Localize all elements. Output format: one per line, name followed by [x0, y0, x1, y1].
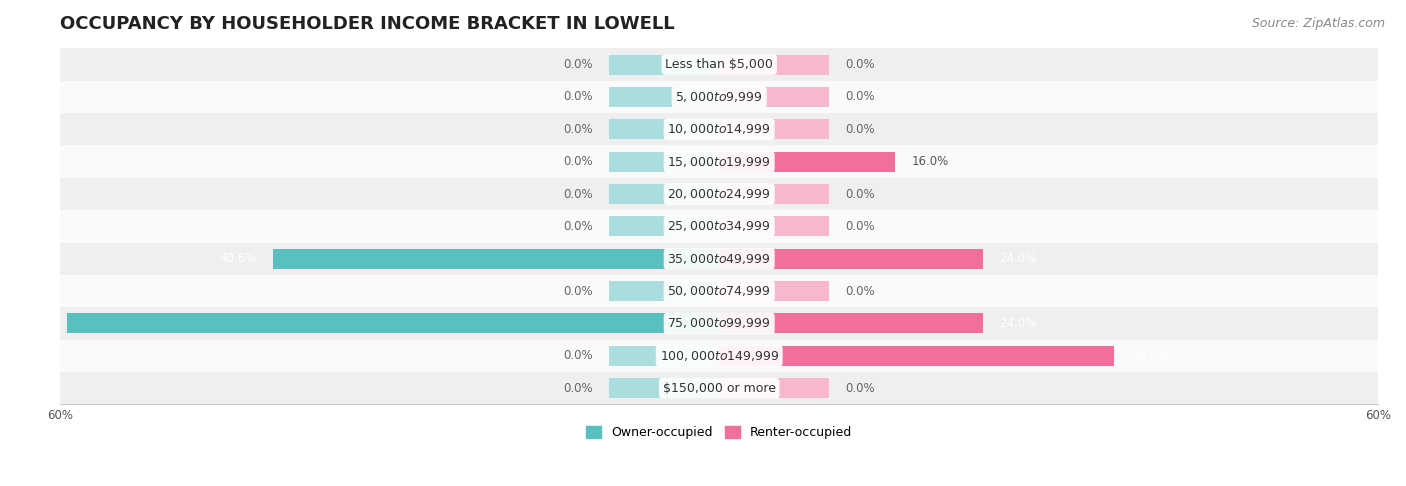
- Bar: [60, 49, 1378, 81]
- Bar: [609, 184, 720, 204]
- Bar: [60, 275, 1378, 307]
- Text: $10,000 to $14,999: $10,000 to $14,999: [668, 122, 770, 136]
- Bar: [720, 152, 894, 172]
- Text: $100,000 to $149,999: $100,000 to $149,999: [659, 349, 779, 363]
- Text: 36.0%: 36.0%: [1130, 349, 1168, 362]
- Bar: [609, 87, 720, 107]
- Bar: [720, 87, 830, 107]
- Bar: [609, 216, 720, 236]
- Text: 59.4%: 59.4%: [13, 317, 51, 330]
- Bar: [60, 372, 1378, 404]
- Bar: [609, 378, 720, 398]
- Bar: [609, 152, 720, 172]
- Bar: [60, 243, 1378, 275]
- Bar: [720, 313, 830, 333]
- Bar: [609, 346, 720, 366]
- Text: 0.0%: 0.0%: [845, 285, 875, 297]
- Bar: [720, 216, 830, 236]
- Bar: [67, 313, 720, 333]
- Text: 0.0%: 0.0%: [564, 382, 593, 395]
- Text: $35,000 to $49,999: $35,000 to $49,999: [668, 252, 770, 266]
- Text: $50,000 to $74,999: $50,000 to $74,999: [668, 284, 770, 298]
- Bar: [720, 249, 830, 269]
- Text: 0.0%: 0.0%: [564, 155, 593, 168]
- Bar: [720, 346, 1115, 366]
- Text: 0.0%: 0.0%: [564, 188, 593, 201]
- Bar: [60, 307, 1378, 340]
- Bar: [609, 313, 720, 333]
- Bar: [60, 178, 1378, 210]
- Bar: [720, 119, 830, 139]
- Text: 16.0%: 16.0%: [911, 155, 949, 168]
- Text: 0.0%: 0.0%: [845, 90, 875, 104]
- Text: 0.0%: 0.0%: [564, 220, 593, 233]
- Text: $15,000 to $19,999: $15,000 to $19,999: [668, 155, 770, 169]
- Bar: [720, 281, 830, 301]
- Bar: [720, 152, 830, 172]
- Bar: [60, 210, 1378, 243]
- Text: Less than $5,000: Less than $5,000: [665, 58, 773, 71]
- Bar: [609, 249, 720, 269]
- Text: 0.0%: 0.0%: [845, 382, 875, 395]
- Text: 0.0%: 0.0%: [564, 90, 593, 104]
- Text: 0.0%: 0.0%: [564, 123, 593, 136]
- Text: 0.0%: 0.0%: [845, 123, 875, 136]
- Text: $75,000 to $99,999: $75,000 to $99,999: [668, 316, 770, 330]
- Bar: [609, 281, 720, 301]
- Text: 0.0%: 0.0%: [845, 188, 875, 201]
- Text: $150,000 or more: $150,000 or more: [662, 382, 776, 395]
- Bar: [609, 54, 720, 75]
- Bar: [720, 346, 830, 366]
- Text: $5,000 to $9,999: $5,000 to $9,999: [675, 90, 763, 104]
- Text: 24.0%: 24.0%: [1000, 317, 1036, 330]
- Bar: [60, 113, 1378, 145]
- Text: 24.0%: 24.0%: [1000, 252, 1036, 265]
- Bar: [273, 249, 720, 269]
- Text: 0.0%: 0.0%: [564, 285, 593, 297]
- Text: 0.0%: 0.0%: [845, 220, 875, 233]
- Text: 0.0%: 0.0%: [564, 349, 593, 362]
- Bar: [720, 313, 983, 333]
- Bar: [609, 119, 720, 139]
- Bar: [60, 81, 1378, 113]
- Text: $25,000 to $34,999: $25,000 to $34,999: [668, 219, 770, 233]
- Bar: [720, 54, 830, 75]
- Text: 0.0%: 0.0%: [564, 58, 593, 71]
- Text: $20,000 to $24,999: $20,000 to $24,999: [668, 187, 770, 201]
- Text: Source: ZipAtlas.com: Source: ZipAtlas.com: [1251, 17, 1385, 30]
- Bar: [60, 145, 1378, 178]
- Legend: Owner-occupied, Renter-occupied: Owner-occupied, Renter-occupied: [581, 421, 858, 444]
- Text: 0.0%: 0.0%: [845, 58, 875, 71]
- Bar: [720, 378, 830, 398]
- Text: 40.6%: 40.6%: [219, 252, 257, 265]
- Bar: [720, 249, 983, 269]
- Text: OCCUPANCY BY HOUSEHOLDER INCOME BRACKET IN LOWELL: OCCUPANCY BY HOUSEHOLDER INCOME BRACKET …: [60, 15, 675, 33]
- Bar: [720, 184, 830, 204]
- Bar: [60, 340, 1378, 372]
